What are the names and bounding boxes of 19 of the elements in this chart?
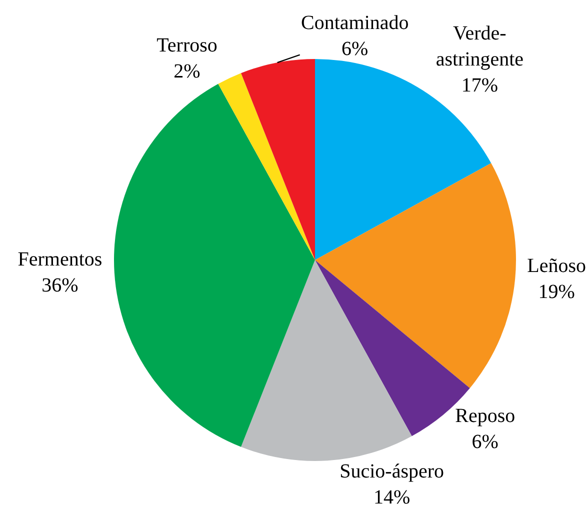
data-label: 14% (373, 486, 410, 509)
pie-slice (114, 84, 315, 447)
data-label: 2% (174, 60, 200, 82)
pie-slice (241, 59, 315, 260)
pie-slice (241, 260, 412, 461)
data-label: 6% (472, 431, 498, 454)
slice-label: Leñoso (527, 255, 586, 278)
data-label: 6% (342, 38, 368, 60)
slice-label: Reposo (455, 405, 516, 428)
slice-label: Contaminado (301, 12, 409, 34)
data-label: 36% (42, 274, 78, 297)
slice-label: Verde- astringente (436, 22, 524, 71)
data-label: 19% (538, 281, 575, 304)
pie-slice (315, 163, 516, 388)
slice-label: Fermentos (18, 248, 102, 271)
data-label: 17% (461, 74, 498, 97)
pie-slice (218, 73, 315, 260)
slice-label: Terroso (156, 34, 218, 56)
slice-label: Sucio-áspero (340, 460, 444, 483)
